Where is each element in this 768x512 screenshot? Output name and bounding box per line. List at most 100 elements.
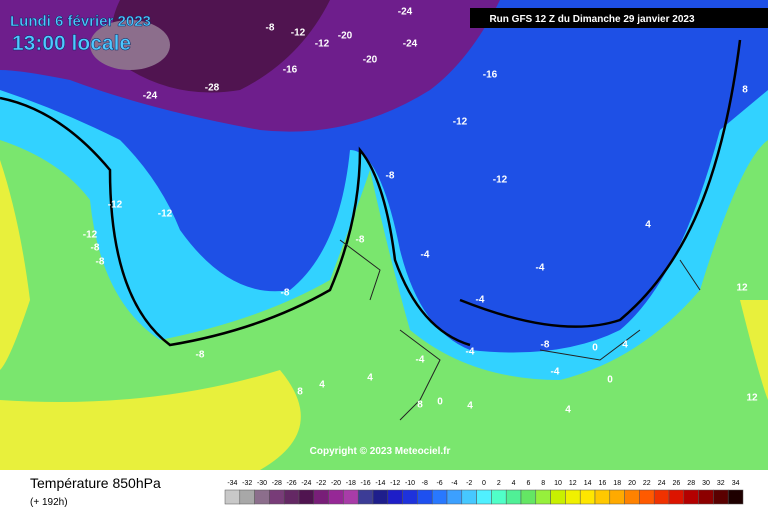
contour-label: -8 — [386, 171, 395, 182]
legend-tick-label: -28 — [272, 480, 282, 487]
legend-swatch — [535, 489, 551, 505]
legend-swatch — [298, 489, 315, 505]
coastline — [339, 239, 701, 421]
legend-tick-label: -14 — [375, 480, 385, 487]
contour-label: 12 — [736, 283, 748, 294]
legend-tick-label: -6 — [436, 480, 442, 487]
time-title: 13:00 locale — [12, 32, 131, 55]
legend-swatch — [328, 489, 344, 505]
legend-tick-label: -8 — [422, 480, 428, 487]
legend-swatch — [624, 489, 640, 505]
legend-tick-label: -2 — [466, 480, 472, 487]
legend-tick-label: 20 — [628, 480, 636, 487]
legend-swatch — [491, 489, 507, 505]
legend-subtitle: (+ 192h) — [30, 497, 68, 508]
contour-label: -12 — [83, 230, 98, 241]
contour-label: -12 — [493, 175, 508, 186]
contour-label: 4 — [645, 220, 651, 231]
contour-label: -8 — [196, 350, 205, 361]
legend-swatch — [609, 489, 625, 505]
contour-label: -4 — [466, 347, 475, 358]
contour-label: 8 — [417, 400, 423, 411]
legend-tick-label: 32 — [717, 480, 725, 487]
contour-label: 0 — [437, 397, 443, 408]
legend-tick-label: -4 — [451, 480, 457, 487]
contour-label: -4 — [476, 295, 485, 306]
legend-swatch — [594, 489, 611, 505]
legend-swatch — [224, 489, 241, 505]
legend-swatch — [269, 489, 285, 505]
legend-swatch — [476, 489, 492, 505]
contour-label: -4 — [551, 367, 560, 378]
contour-label: 4 — [565, 405, 571, 416]
contour-label: -12 — [315, 39, 330, 50]
contour-label: -8 — [356, 235, 365, 246]
legend-tick-label: 30 — [702, 480, 710, 487]
contour-label: -12 — [108, 200, 123, 211]
legend-tick-label: 2 — [497, 480, 501, 487]
legend-swatch — [357, 489, 374, 505]
contour-label: -8 — [96, 257, 105, 268]
contour-label: -12 — [158, 209, 173, 220]
legend-swatch — [579, 489, 596, 505]
legend-swatch — [387, 489, 403, 505]
legend-swatch — [520, 489, 537, 505]
yellow-zone — [0, 160, 768, 470]
legend-swatch — [254, 489, 270, 505]
contour-label: 4 — [367, 373, 373, 384]
cold-core — [90, 20, 170, 70]
contour-label: -12 — [453, 117, 468, 128]
legend-swatch — [343, 489, 359, 505]
legend-swatch — [372, 489, 389, 505]
legend-swatch — [698, 489, 714, 505]
legend-tick-label: 0 — [482, 480, 486, 487]
legend-swatch — [461, 489, 477, 505]
legend-swatch — [668, 489, 685, 505]
legend-swatch — [431, 489, 448, 505]
legend-tick-label: 26 — [673, 480, 681, 487]
legend-tick-label: 8 — [541, 480, 545, 487]
legend-tick-label: -18 — [346, 480, 356, 487]
legend-tick-label: 28 — [687, 480, 695, 487]
legend-tick-label: -32 — [242, 480, 252, 487]
legend-tick-label: 6 — [526, 480, 530, 487]
legend-swatch — [313, 489, 329, 505]
legend-swatch — [565, 489, 581, 505]
contour-label: -4 — [416, 355, 425, 366]
legend-swatch — [446, 489, 463, 505]
legend-swatch — [505, 489, 522, 505]
contour-label: -16 — [283, 65, 298, 76]
contour-label: -24 — [403, 39, 418, 50]
contour-label: -8 — [91, 243, 100, 254]
contour-label: -12 — [291, 28, 306, 39]
contour-label: -20 — [363, 55, 378, 66]
legend-tick-label: 4 — [512, 480, 516, 487]
legend-tick-label: 14 — [584, 480, 592, 487]
legend-tick-label: 10 — [554, 480, 562, 487]
legend-swatch — [683, 489, 699, 505]
contour-label: -4 — [536, 263, 545, 274]
zero-isotherm — [0, 39, 742, 347]
legend-tick-label: -12 — [390, 480, 400, 487]
contour-label: -20 — [338, 31, 353, 42]
legend-swatch — [727, 489, 744, 505]
contour-label: -28 — [205, 83, 220, 94]
legend-tick-label: -22 — [316, 480, 326, 487]
contour-label: 8 — [742, 85, 748, 96]
legend-tick-label: -16 — [361, 480, 371, 487]
contour-label: -4 — [421, 250, 430, 261]
legend-title: Température 850hPa — [30, 475, 161, 491]
legend-swatch — [239, 489, 255, 505]
legend-tick-label: -30 — [257, 480, 267, 487]
legend-tick-label: 18 — [613, 480, 621, 487]
run-box — [470, 8, 768, 28]
legend-tick-label: -10 — [405, 480, 415, 487]
contour-label: 0 — [607, 375, 613, 386]
legend-tick-label: -20 — [331, 480, 341, 487]
legend-tick-label: -24 — [301, 480, 311, 487]
legend-tick-label: 24 — [658, 480, 666, 487]
run-info: Run GFS 12 Z du Dimanche 29 janvier 2023 — [489, 14, 695, 25]
legend-swatch — [653, 489, 670, 505]
legend-swatch — [639, 489, 655, 505]
